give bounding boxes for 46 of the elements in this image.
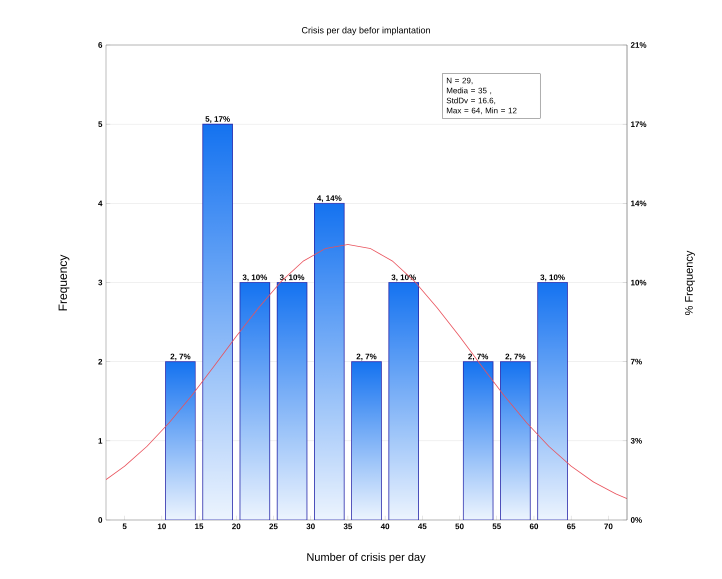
annotation: N = 29, — [446, 78, 472, 84]
data-label: 3, 10% — [540, 274, 565, 282]
data-label: 2, 7% — [356, 354, 377, 360]
data-label: 3, 10% — [242, 274, 268, 282]
annotation: Media = 35 , — [446, 87, 492, 94]
x-tick-label: 60 — [530, 524, 538, 530]
y2-tick-label: 17% — [631, 121, 646, 128]
x-tick-label: 70 — [604, 524, 613, 530]
y2-tick-label: 10% — [631, 280, 646, 286]
x-tick-label: 55 — [492, 524, 501, 530]
x-tick-label: 65 — [567, 524, 576, 530]
annotation: Max = 64, Min = 12 — [446, 107, 517, 114]
y-axis-title: Frequency — [58, 254, 70, 310]
y2-tick-label: 7% — [630, 358, 642, 364]
data-label: 4, 14% — [316, 195, 342, 202]
data-label: 2, 7% — [505, 354, 526, 360]
x-tick-label: 25 — [269, 524, 278, 530]
data-label: 3, 10% — [280, 274, 304, 282]
x-tick-label: 35 — [344, 524, 352, 530]
y-tick-label: 2 — [98, 358, 102, 364]
x-tick-label: 5 — [122, 524, 127, 530]
x-tick-label: 10 — [158, 524, 166, 530]
x-axis-title: Number of crisis per day — [307, 552, 426, 564]
y2-axis-title: % Frequency — [685, 250, 695, 316]
x-tick-label: 15 — [195, 524, 204, 530]
line-series — [106, 244, 627, 500]
data-label: 2, 7% — [170, 354, 190, 360]
annotation: StdDv = 16.6, — [446, 97, 496, 104]
x-tick-label: 45 — [418, 524, 427, 530]
y2-tick-label: 14% — [631, 200, 646, 206]
data-label: 2, 7% — [468, 354, 488, 360]
y2-tick-label: 3% — [630, 438, 642, 444]
x-tick-label: 40 — [380, 524, 390, 530]
y-tick-label: 5 — [98, 121, 102, 127]
y-tick-label: 4 — [98, 200, 102, 206]
y-tick-label: 3 — [98, 280, 102, 286]
chart-title: Crisis per day befor implantation — [302, 26, 430, 36]
y2-tick-label: 21% — [630, 42, 646, 48]
y-tick-label: 6 — [98, 42, 102, 48]
y2-tick-label: 0% — [630, 517, 642, 523]
x-tick-label: 20 — [232, 524, 240, 530]
y-tick-label: 0 — [98, 517, 102, 523]
x-tick-label: 30 — [306, 524, 315, 530]
y-tick-label: 1 — [98, 438, 102, 444]
x-tick-label: 50 — [455, 524, 464, 530]
data-label: 5, 17% — [205, 116, 230, 123]
